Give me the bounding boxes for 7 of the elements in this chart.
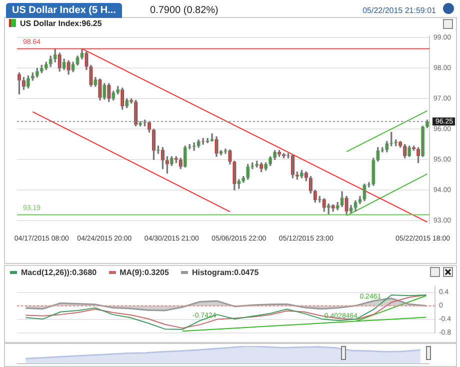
legend-label: Histogram:0.0475 xyxy=(190,268,259,277)
legend-label: MA(9):0.3205 xyxy=(118,268,169,277)
chart-subtitle: 0.7900 (0.82%) xyxy=(150,5,218,16)
text: 05/22/2015 21:59:01 xyxy=(362,6,436,15)
legend-label: Macd(12,26)):0.3680 xyxy=(20,268,97,277)
chart-title: US Dollar Index (5 H... xyxy=(6,3,122,18)
text: US Dollar Index:96.25 xyxy=(20,19,102,28)
